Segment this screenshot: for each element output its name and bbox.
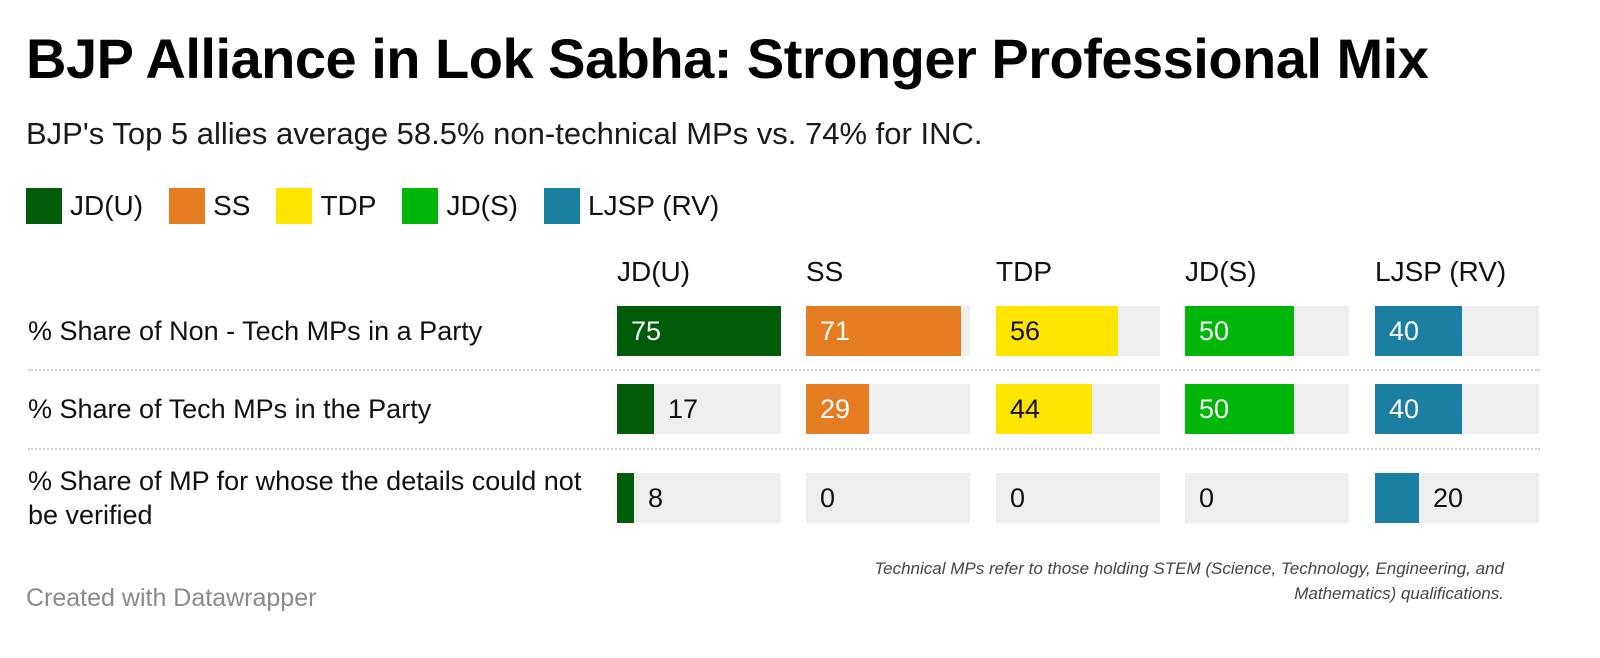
bar-ss (806, 384, 869, 434)
column-header-ljsp-rv: LJSP (RV) (1375, 256, 1507, 287)
data-label: 17 (668, 394, 699, 424)
data-label: 56 (1010, 316, 1041, 346)
data-label: 8 (648, 483, 664, 513)
data-label: 50 (1199, 394, 1230, 424)
column-header-tdp: TDP (996, 256, 1052, 287)
legend-label: LJSP (RV) (588, 190, 720, 221)
legend-swatch (276, 188, 313, 224)
bar-cell: 40 (1375, 306, 1539, 356)
legend: JD(U) SS TDP JD(S) LJSP (RV) (26, 188, 745, 224)
bar-cell: 0 (806, 473, 970, 523)
bar-ljsp-rv (1375, 473, 1419, 523)
data-label: 71 (820, 316, 851, 346)
data-label: 20 (1433, 483, 1464, 513)
data-label: 75 (631, 316, 662, 346)
bar-jd-s (1185, 384, 1294, 434)
legend-item-jd-s: JD(S) (402, 188, 518, 224)
bar-cell: 8 (617, 473, 781, 523)
bar-jd-u (617, 473, 634, 523)
legend-label: JD(S) (446, 190, 518, 221)
footnote: Technical MPs refer to those holding STE… (874, 559, 1504, 603)
column-header-ss: SS (806, 256, 844, 287)
data-label: 29 (820, 394, 851, 424)
data-label: 40 (1389, 394, 1420, 424)
row-label: % Share of MP for whose the details coul… (28, 466, 582, 530)
row-separator (28, 369, 1540, 371)
bar-cell: 40 (1375, 384, 1539, 434)
legend-swatch (169, 188, 206, 224)
legend-item-jd-u: JD(U) (26, 188, 143, 224)
bar-tdp (996, 384, 1092, 434)
legend-swatch (544, 188, 580, 224)
legend-item-tdp: TDP (276, 188, 376, 224)
legend-item-ljsp-rv: LJSP (RV) (544, 188, 719, 224)
bar-cell: 29 (806, 384, 970, 434)
data-label: 44 (1010, 394, 1041, 424)
row-label: % Share of Non - Tech MPs in a Party (28, 316, 483, 346)
bar-cell: 50 (1185, 306, 1349, 356)
bar-cell: 56 (996, 306, 1160, 356)
bar-ljsp-rv (1375, 306, 1462, 356)
bar-ss (806, 306, 961, 356)
bar-ljsp-rv (1375, 384, 1462, 434)
column-header-jd-s: JD(S) (1185, 256, 1257, 287)
legend-swatch (26, 188, 62, 224)
legend-item-ss: SS (169, 188, 250, 224)
data-label: 0 (1010, 483, 1026, 513)
data-label: 40 (1389, 316, 1420, 346)
bar-jd-s (1185, 306, 1294, 356)
column-header-jd-u: JD(U) (617, 256, 691, 287)
data-label: 0 (1199, 483, 1215, 513)
bar-cell: 75 (617, 306, 781, 356)
column-headers: JD(U) SS TDP JD(S) LJSP (RV) (0, 256, 1600, 296)
bar-jd-u (617, 306, 781, 356)
row-separator (28, 448, 1540, 450)
data-label: 0 (820, 483, 836, 513)
legend-label: JD(U) (70, 190, 144, 221)
chart-title: BJP Alliance in Lok Sabha: Stronger Prof… (26, 27, 1429, 90)
bar-cell: 0 (1185, 473, 1349, 523)
legend-label: TDP (320, 190, 377, 221)
row-label: % Share of Tech MPs in the Party (28, 394, 432, 424)
bar-cell: 20 (1375, 473, 1539, 523)
bar-cell: 17 (617, 384, 781, 434)
legend-label: SS (213, 190, 251, 221)
bar-tdp (996, 306, 1118, 356)
bar-cell: 71 (806, 306, 970, 356)
bar-cell: 44 (996, 384, 1160, 434)
datawrapper-credit[interactable]: Created with Datawrapper (26, 584, 317, 612)
data-label: 50 (1199, 316, 1230, 346)
bar-cell: 0 (996, 473, 1160, 523)
bar-cell: 50 (1185, 384, 1349, 434)
bar-jd-u (617, 384, 654, 434)
legend-swatch (402, 188, 439, 224)
chart-subtitle: BJP's Top 5 allies average 58.5% non-tec… (26, 116, 983, 151)
